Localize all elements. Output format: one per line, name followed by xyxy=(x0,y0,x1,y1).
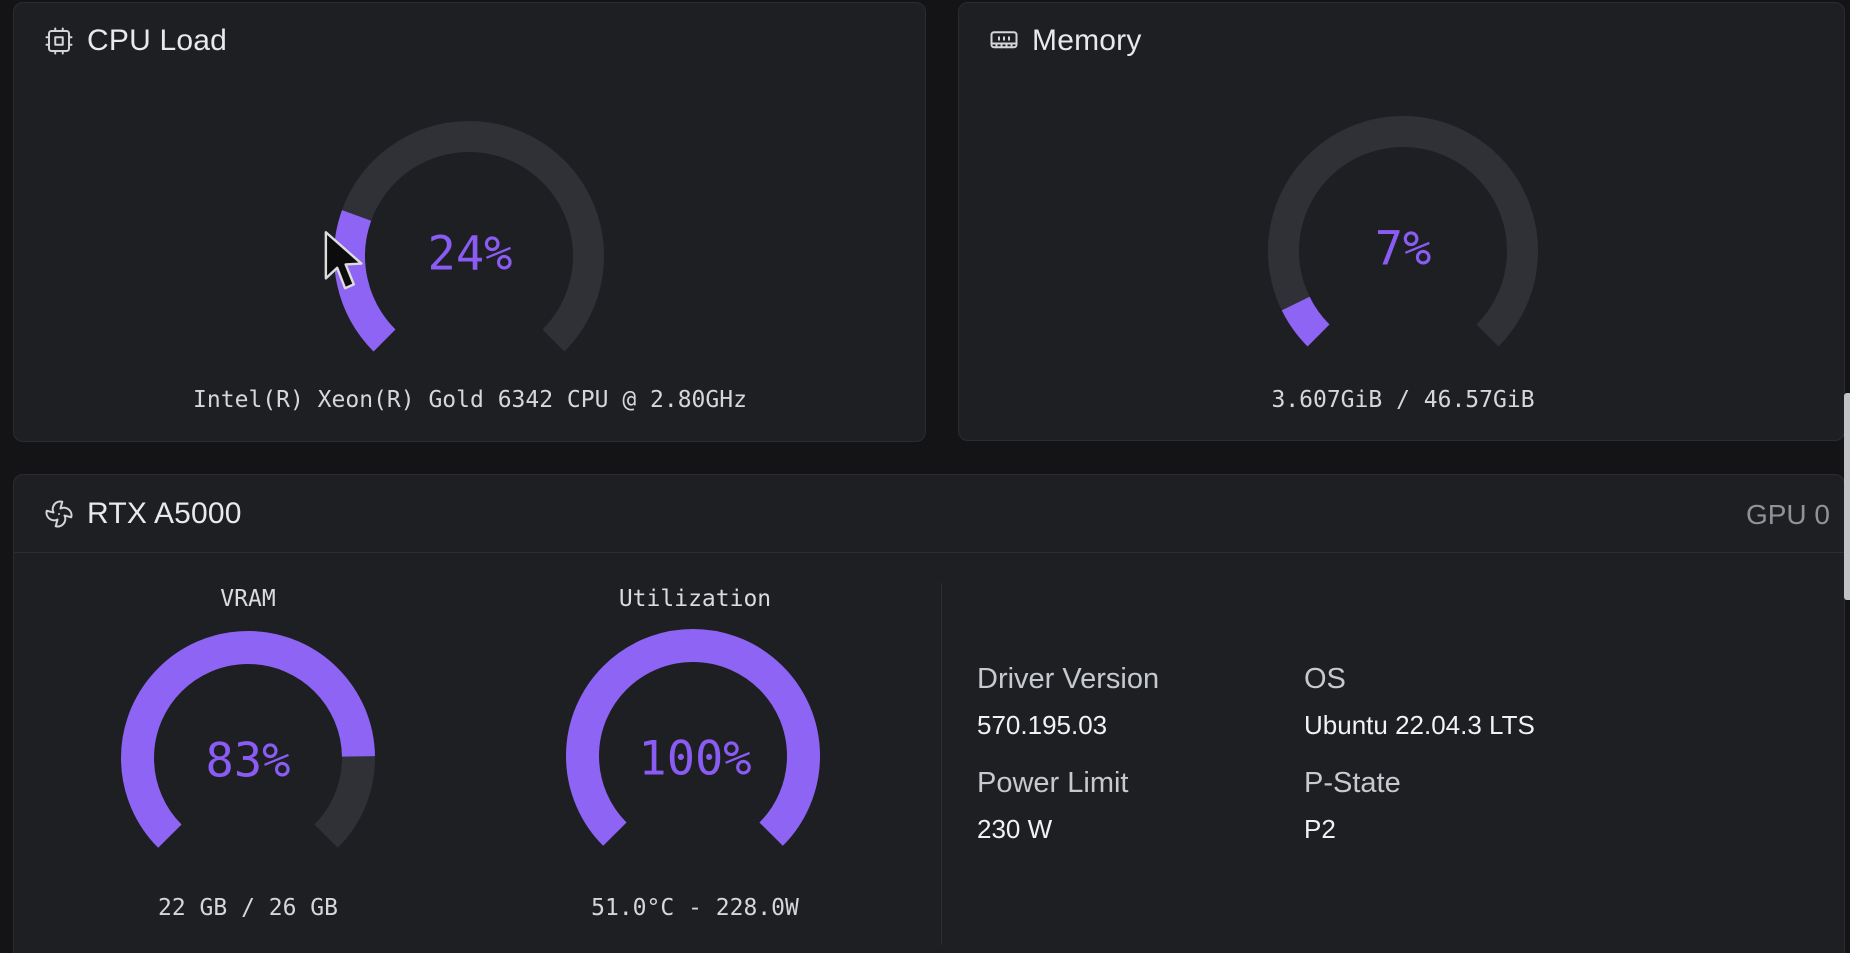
cpu-card-title: CPU Load xyxy=(87,24,228,57)
cpu-card-header: CPU Load xyxy=(14,3,925,79)
vram-usage-text: 22 GB / 26 GB xyxy=(157,895,339,921)
os-value: Ubuntu 22.04.3 LTS xyxy=(1304,710,1535,740)
cpu-chip-icon xyxy=(45,27,73,55)
vertical-scrollbar-thumb[interactable] xyxy=(1844,393,1850,600)
os-label: OS xyxy=(1304,663,1346,695)
utilization-gauge-label: Utilization xyxy=(618,586,772,612)
driver-version-label: Driver Version xyxy=(977,663,1160,695)
gpu-index-badge: GPU 0 xyxy=(1745,499,1830,530)
ram-stick-icon xyxy=(990,31,1018,49)
pstate-label: P-State xyxy=(1304,767,1401,799)
power-limit-cell: Power Limit 230 W xyxy=(977,767,1297,845)
memory-usage-text: 3.607GiB / 46.57GiB xyxy=(1271,387,1535,413)
mouse-cursor xyxy=(324,231,363,290)
os-cell: OS Ubuntu 22.04.3 LTS xyxy=(1304,663,1624,741)
gpu-section-divider xyxy=(941,583,942,945)
pstate-value: P2 xyxy=(1304,814,1336,844)
utilization-gauge xyxy=(566,629,820,846)
cpu-load-percent: 24% xyxy=(427,226,513,282)
memory-percent: 7% xyxy=(1374,221,1432,277)
driver-version-value: 570.195.03 xyxy=(977,710,1108,740)
memory-gauge xyxy=(1268,115,1538,347)
vram-percent: 83% xyxy=(205,733,291,789)
cpu-load-card: CPU Load 24% Intel(R) Xeon(R) Gold 6342 … xyxy=(13,2,926,442)
gpu-card: RTX A5000 GPU 0 VRAM 83% 22 GB / 26 GB U… xyxy=(13,474,1845,953)
cpu-model-text: Intel(R) Xeon(R) Gold 6342 CPU @ 2.80GHz xyxy=(193,387,747,413)
gpu-card-title: RTX A5000 xyxy=(87,496,242,530)
pstate-cell: P-State P2 xyxy=(1304,767,1624,845)
memory-card: Memory 7% 3.607GiB / 46.57GiB xyxy=(958,2,1845,441)
power-limit-label: Power Limit xyxy=(977,767,1129,799)
vram-gauge-label: VRAM xyxy=(220,586,276,612)
driver-version-cell: Driver Version 570.195.03 xyxy=(977,663,1297,741)
gpu-card-header: RTX A5000 GPU 0 xyxy=(14,475,1844,553)
power-limit-value: 230 W xyxy=(977,814,1053,844)
memory-card-header: Memory xyxy=(959,3,1844,79)
temp-power-text: 51.0°C - 228.0W xyxy=(591,895,799,921)
utilization-percent: 100% xyxy=(638,731,752,787)
vram-gauge xyxy=(121,631,375,848)
fan-icon xyxy=(45,500,73,527)
memory-card-title: Memory xyxy=(1032,24,1142,57)
